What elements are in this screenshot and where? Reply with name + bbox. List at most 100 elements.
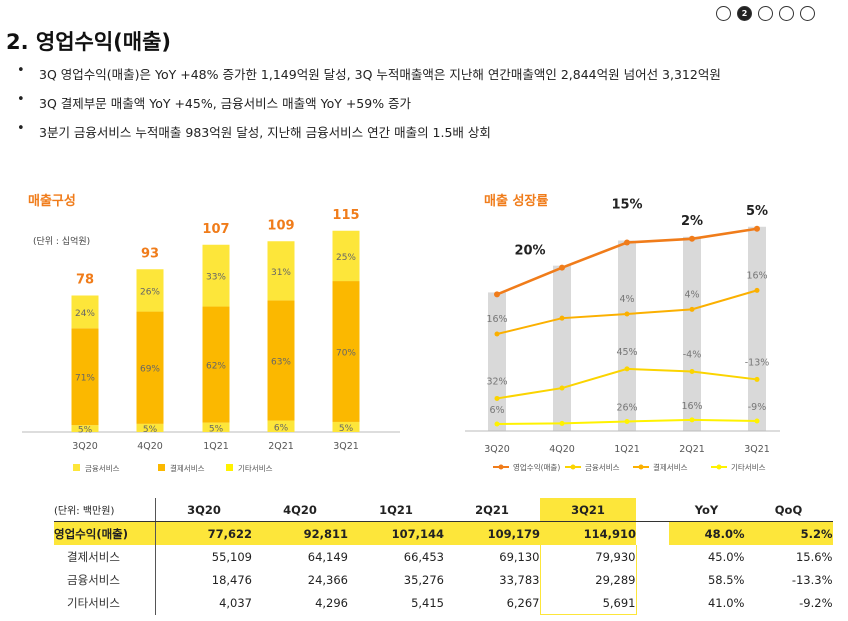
series-point (559, 264, 565, 271)
chart-title: 매출구성 (28, 193, 76, 209)
table-cell: 4,296 (315, 595, 348, 610)
legend-label: 기타서비스 (238, 464, 273, 473)
table-cell: 107,144 (348, 521, 444, 545)
table-cell: 48.0% (668, 521, 745, 545)
column-header: 3Q21 (540, 498, 636, 522)
series-point (754, 418, 760, 424)
table-cell: 58.5% (707, 572, 745, 587)
segment-percent-label: 24% (75, 309, 95, 319)
growth-label: 6% (489, 405, 504, 416)
table-row: 금융서비스 18,476 24,366 35,276 33,783 29,289… (54, 568, 833, 591)
legend-swatch (158, 464, 165, 471)
unit-note: (단위 : 십억원) (33, 235, 90, 247)
legend-marker (638, 464, 644, 470)
x-tick-label: 3Q21 (333, 441, 359, 452)
segment-percent-label: 70% (336, 349, 356, 359)
table-cell: 41.0% (707, 595, 745, 610)
growth-bar (683, 236, 701, 431)
table-cell: 5.2% (744, 521, 833, 545)
x-tick-label: 3Q20 (72, 441, 98, 452)
table-header: (단위: 백만원) 3Q20 4Q20 1Q21 2Q21 3Q21 YoY Q… (54, 498, 833, 522)
table-cell: 6,267 (506, 595, 540, 610)
column-header: 3Q20 (155, 498, 252, 522)
segment-percent-label: 33% (206, 273, 226, 283)
segment-percent-label: 63% (271, 357, 291, 367)
series-point (494, 331, 500, 337)
series-point (689, 417, 695, 423)
x-tick-label: 1Q21 (614, 444, 640, 455)
bullet-item: 3Q 영업수익(매출)은 YoY +48% 증가한 1,149억원 달성, 3Q… (17, 63, 721, 93)
chart-title: 매출 성장률 (484, 193, 548, 209)
bar-segment-기타서비스 (136, 269, 164, 312)
series-point (624, 311, 630, 317)
x-tick-label: 1Q21 (203, 441, 229, 452)
growth-label: 4% (684, 289, 699, 300)
series-point (754, 225, 760, 232)
table-cell: 33,783 (499, 572, 540, 587)
page-dot[interactable] (716, 6, 731, 21)
page-dot[interactable] (800, 6, 815, 21)
table-row: 기타서비스 4,037 4,296 5,415 6,267 5,691 41.0… (54, 591, 833, 615)
growth-label: 4% (619, 294, 634, 305)
table-cell: 29,289 (539, 568, 637, 591)
bar-segment-기타서비스 (71, 295, 99, 329)
series-point (559, 315, 565, 321)
series-point (689, 369, 695, 375)
table-cell: 77,622 (155, 521, 252, 545)
x-tick-label: 2Q21 (679, 444, 705, 455)
growth-label: -4% (683, 350, 702, 361)
legend-label: 영업수익(매출) (513, 462, 560, 472)
bar-segment-결제서비스 (202, 306, 230, 423)
series-point (754, 376, 760, 382)
page-dot[interactable] (758, 6, 773, 21)
bar-total-label: 109 (267, 218, 294, 233)
segment-percent-label: 5% (339, 424, 354, 434)
series-point (689, 306, 695, 312)
segment-percent-label: 31% (271, 268, 291, 278)
x-tick-label: 3Q20 (484, 444, 510, 455)
bullet-item: 3분기 금융서비스 누적매출 983억원 달성, 지난해 금융서비스 연간 매출… (17, 121, 721, 151)
revenue-growth-chart: 매출 성장률 3Q20 4Q20 1Q21 2Q21 3Q21 20% 15% 2% 5% 32%… (465, 193, 780, 472)
legend-label: 결제서비스 (653, 462, 688, 472)
table-cell: 45.0% (707, 549, 745, 564)
growth-label: 2% (681, 214, 703, 229)
column-header: 2Q21 (444, 498, 540, 522)
growth-label: 15% (611, 198, 642, 213)
row-label: 기타서비스 (67, 595, 120, 610)
table-unit: (단위: 백만원) (54, 498, 156, 522)
legend-swatch (226, 464, 233, 471)
segment-percent-label: 26% (140, 287, 160, 297)
page-dot[interactable] (779, 6, 794, 21)
bar-total-label: 93 (141, 246, 159, 261)
x-tick-label: 4Q20 (549, 444, 575, 455)
page-dot-active[interactable]: 2 (737, 6, 752, 21)
segment-percent-label: 6% (274, 423, 289, 433)
growth-label: 20% (514, 243, 545, 258)
table-cell: 5,415 (411, 595, 444, 610)
series-point (689, 235, 695, 242)
segment-percent-label: 69% (140, 365, 160, 375)
table-cell: 5,691 (539, 591, 637, 615)
bar-segment-결제서비스 (332, 281, 360, 422)
growth-label: -9% (748, 402, 767, 413)
legend-marker (498, 464, 504, 470)
bar-segment-기타서비스 (267, 241, 295, 301)
series-point (559, 385, 565, 391)
bullet-item: 3Q 결제부문 매출액 YoY +45%, 금융서비스 매출액 YoY +59%… (17, 92, 721, 122)
column-header: QoQ (744, 498, 833, 522)
growth-bar (748, 226, 766, 431)
revenue-table: (단위: 백만원) 3Q20 4Q20 1Q21 2Q21 3Q21 YoY Q… (54, 498, 833, 615)
growth-bar (618, 240, 636, 431)
column-header: YoY (668, 498, 745, 522)
series-point (624, 239, 630, 246)
series-point (494, 291, 500, 298)
table-cell: 18,476 (155, 568, 252, 591)
series-point (624, 366, 630, 372)
bar-segment-금융서비스 (202, 422, 230, 432)
x-tick-label: 4Q20 (137, 441, 163, 452)
revenue-composition-chart: 매출구성 (단위 : 십억원) 5% 71% 24% 78 3Q20 5% 69% 26% 93… (22, 193, 400, 473)
bar-segment-금융서비스 (267, 420, 295, 432)
x-tick-label: 3Q21 (744, 444, 770, 455)
page-indicator: 2 (716, 6, 815, 21)
segment-percent-label: 5% (143, 425, 158, 435)
